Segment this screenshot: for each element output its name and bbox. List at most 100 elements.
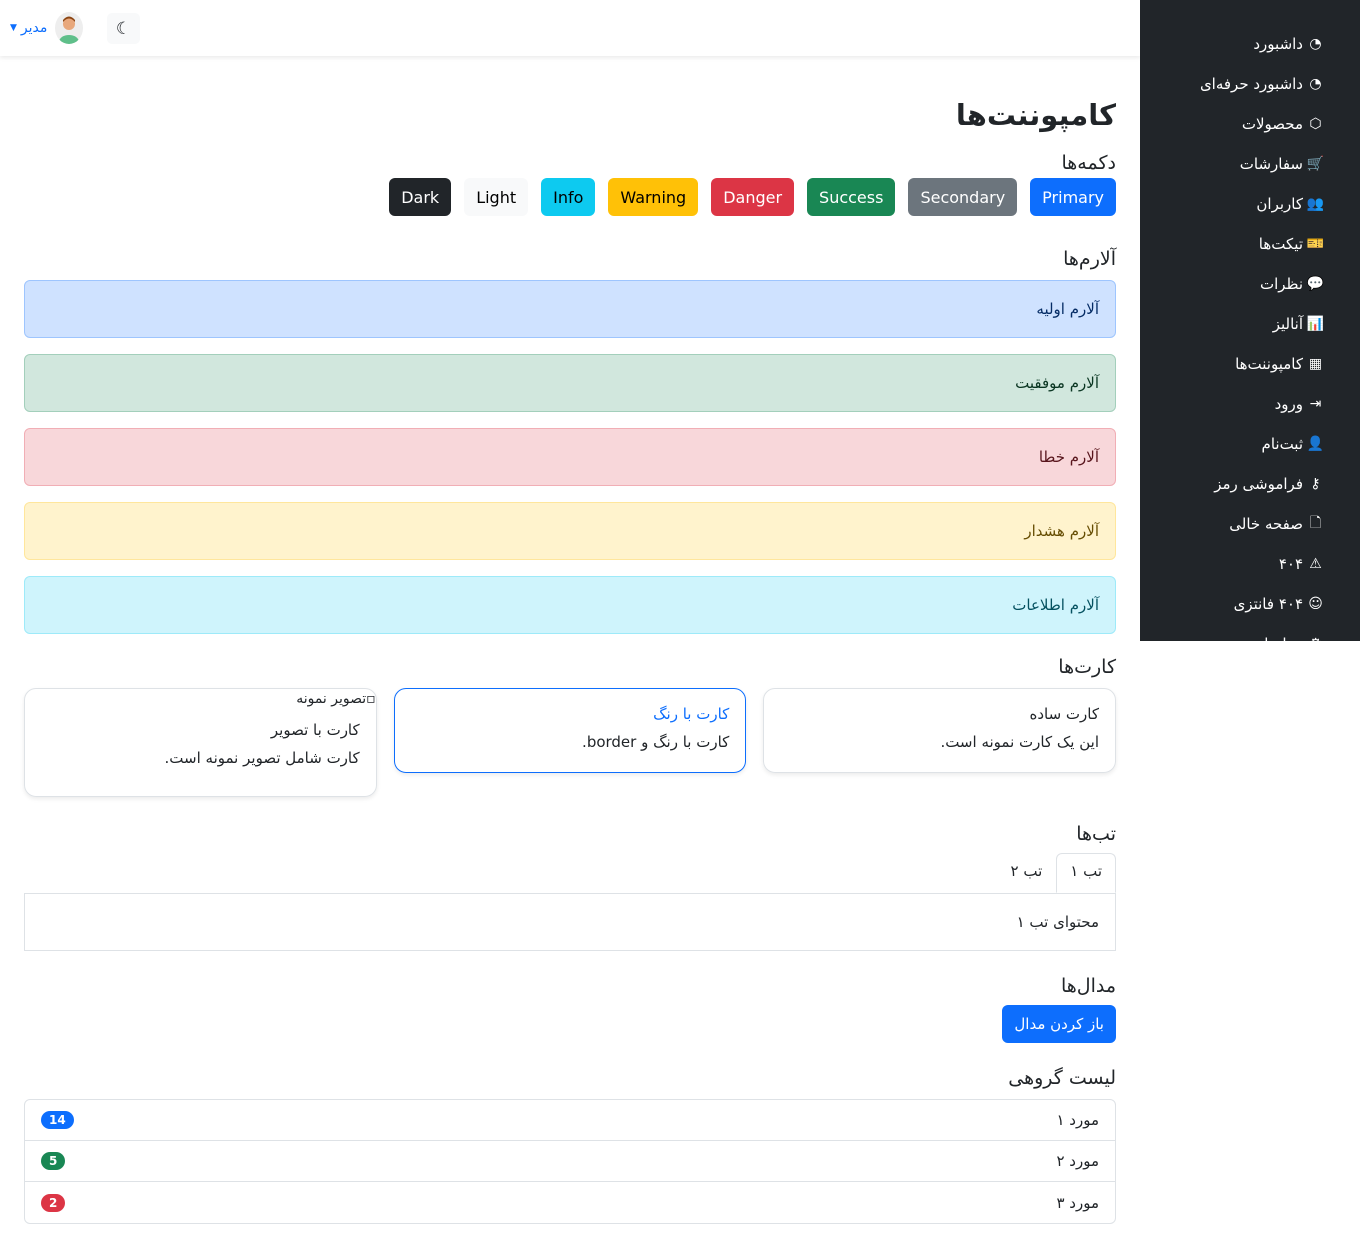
sidebar-item[interactable]: 👤 ثبت‌نام	[1140, 424, 1360, 464]
count-badge: 5	[41, 1152, 66, 1170]
warning-icon: ⚠	[1309, 556, 1322, 572]
caret-down-icon: ▼	[10, 23, 17, 33]
card-text: کارت شامل تصویر نمونه است.	[164, 749, 360, 767]
user-menu[interactable]: مدیر ▼	[10, 20, 47, 36]
broken-image: ▫تصویر نمونه	[296, 691, 376, 707]
user-name: مدیر	[20, 20, 48, 36]
sidebar-item[interactable]: ▦ کامپوننت‌ها	[1140, 344, 1360, 384]
alert: آلارم هشدار	[24, 502, 1116, 560]
info-button[interactable]: Info	[541, 178, 596, 216]
simple-card: کارت ساده این یک کارت نمونه است.	[763, 688, 1116, 773]
warning-button[interactable]: Warning	[608, 178, 699, 216]
sidebar-item[interactable]: 🗋 صفحه خالی	[1140, 504, 1360, 544]
list-item-label: مورد ۲	[1056, 1152, 1099, 1170]
theme-toggle-button[interactable]: ☾	[107, 13, 140, 44]
sidebar-item[interactable]: ◔ داشبورد	[1140, 24, 1360, 64]
image-icon: ▫	[366, 691, 376, 707]
top-header: ☾ مدیر ▼	[0, 0, 1140, 56]
list-item[interactable]: مورد ۲ 5	[25, 1141, 1115, 1182]
modals-heading: مدال‌ها	[1060, 975, 1116, 997]
sidebar-item[interactable]: 💬 نظرات	[1140, 264, 1360, 304]
speedometer-icon: ◔	[1309, 36, 1322, 52]
colored-card: کارت با رنگ کارت با رنگ و border.	[393, 688, 747, 773]
sidebar-item[interactable]: ⚙ تنظیمات	[1140, 624, 1360, 641]
sidebar-item[interactable]: ◔ داشبورد حرفه‌ای	[1140, 64, 1360, 104]
list-item-label: مورد ۱	[1056, 1111, 1099, 1129]
list-item[interactable]: مورد ۳ 2	[25, 1182, 1115, 1223]
primary-button[interactable]: Primary	[1030, 178, 1116, 216]
light-button[interactable]: Light	[464, 178, 529, 216]
success-button[interactable]: Success	[807, 178, 896, 216]
sidebar-item-label: صفحه خالی	[1229, 515, 1303, 533]
button-row: Primary Secondary Success Danger Warning Info…	[24, 178, 1116, 216]
sidebar-item[interactable]: 📊 آنالیز	[1140, 304, 1360, 344]
sidebar-item[interactable]: ⚠ ۴۰۴	[1140, 544, 1360, 584]
sidebar-item-label: داشبورد حرفه‌ای	[1199, 75, 1303, 93]
file-icon: 🗋	[1309, 515, 1322, 531]
sidebar-item-label: ۴۰۴ فانتزی	[1233, 595, 1303, 613]
alert: آلارم خطا	[24, 428, 1116, 486]
sidebar-item-label: ۴۰۴	[1278, 555, 1303, 573]
open-modal-button[interactable]: باز کردن مدال	[1002, 1005, 1116, 1043]
sidebar-item-label: کامپوننت‌ها	[1235, 355, 1303, 373]
bar-chart-icon: 📊	[1306, 316, 1325, 332]
sidebar-item[interactable]: ⚷ فراموشی رمز	[1140, 464, 1360, 504]
tab-1[interactable]: تب ۱	[1056, 853, 1116, 893]
page-title: کامپوننت‌ها	[955, 98, 1116, 132]
sidebar: ◔ داشبورد ◔ داشبورد حرفه‌ای ⬡ محصولات 🛒 سفارشات…	[1140, 0, 1360, 641]
main-content: کامپوننت‌ها دکمه‌ها Primary Secondary Succ…	[23, 56, 1116, 1224]
key-icon: ⚷	[1310, 476, 1321, 492]
tab-bar: تب ۱ تب ۲	[24, 853, 1116, 893]
sidebar-item-label: ورود	[1274, 395, 1303, 413]
sidebar-item-label: نظرات	[1259, 275, 1303, 293]
sidebar-item[interactable]: ⬡ محصولات	[1140, 104, 1360, 144]
cards-heading: کارت‌ها	[1058, 656, 1116, 678]
alert-list: آلارم اولیه آلارم موفقیت آلارم خطا آلارم هش…	[24, 280, 1116, 634]
chat-icon: 💬	[1306, 276, 1325, 292]
list-group: مورد ۱ 14 مورد ۲ 5 مورد ۳ 2	[24, 1099, 1116, 1224]
sidebar-item[interactable]: 👥 کاربران	[1140, 184, 1360, 224]
tab-2[interactable]: تب ۲	[1010, 862, 1043, 880]
login-icon: ⇥	[1309, 396, 1322, 412]
moon-icon: ☾	[115, 18, 132, 39]
sidebar-item-label: کاربران	[1256, 195, 1303, 213]
ticket-icon: 🎫	[1306, 236, 1325, 252]
sidebar-item-label: تیکت‌ها	[1258, 235, 1303, 253]
avatar[interactable]	[55, 12, 83, 44]
dark-button[interactable]: Dark	[389, 178, 452, 216]
box-icon: ⬡	[1309, 116, 1322, 132]
cart-icon: 🛒	[1306, 156, 1325, 172]
card-title: کارت با رنگ	[653, 705, 730, 723]
sidebar-item[interactable]: ⇥ ورود	[1140, 384, 1360, 424]
count-badge: 2	[41, 1193, 66, 1212]
sidebar-item-label: داشبورد	[1253, 35, 1303, 53]
alert: آلارم اولیه	[24, 280, 1116, 338]
alert: آلارم اطلاعات	[24, 576, 1116, 634]
count-badge: 14	[41, 1111, 74, 1129]
list-group-heading: لیست گروهی	[1008, 1067, 1116, 1089]
sidebar-item-label: فراموشی رمز	[1214, 475, 1303, 493]
danger-button[interactable]: Danger	[711, 178, 795, 216]
sidebar-item[interactable]: ☺ ۴۰۴ فانتزی	[1140, 584, 1360, 624]
alerts-heading: آلارم‌ها	[1063, 248, 1116, 270]
gear-icon: ⚙	[1307, 636, 1324, 641]
tab-content: محتوای تب ۱	[24, 893, 1116, 951]
alert: آلارم موفقیت	[24, 354, 1116, 412]
secondary-button[interactable]: Secondary	[908, 178, 1018, 216]
list-item[interactable]: مورد ۱ 14	[25, 1100, 1115, 1141]
card-row: کارت ساده این یک کارت نمونه است. کارت با…	[23, 688, 1116, 797]
sidebar-item-label: آنالیز	[1272, 315, 1303, 333]
smile-icon: ☺	[1308, 596, 1323, 612]
people-icon: 👥	[1306, 196, 1325, 212]
person-plus-icon: 👤	[1306, 436, 1325, 452]
sidebar-item-label: محصولات	[1241, 115, 1303, 133]
card-text: کارت با رنگ و border.	[582, 733, 730, 751]
card-title: کارت ساده	[1029, 705, 1099, 723]
sidebar-item-label: سفارشات	[1239, 155, 1303, 173]
sidebar-item[interactable]: 🛒 سفارشات	[1140, 144, 1360, 184]
card-title: کارت با تصویر	[270, 721, 360, 739]
sidebar-item[interactable]: 🎫 تیکت‌ها	[1140, 224, 1360, 264]
sidebar-item-label: تنظیمات	[1250, 635, 1303, 641]
sidebar-item-label: ثبت‌نام	[1261, 435, 1303, 453]
card-text: این یک کارت نمونه است.	[940, 733, 1099, 751]
